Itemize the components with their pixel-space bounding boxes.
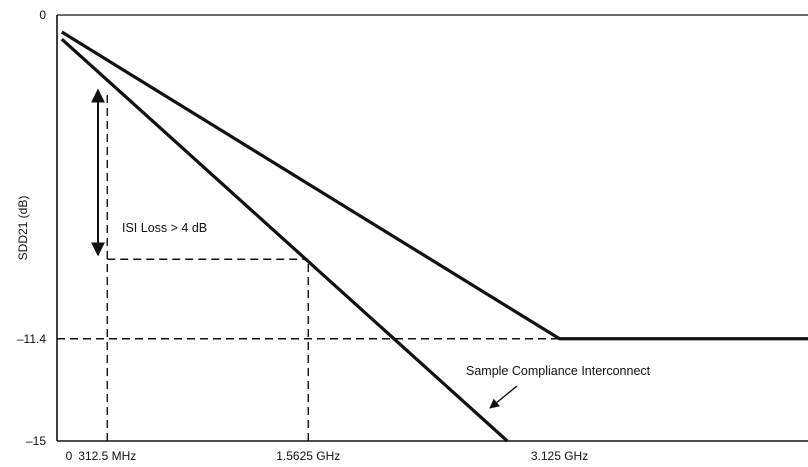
tick-labels: 0 312.5 MHz 1.5625 GHz 3.125 GHz 0 –11.4 –15: [17, 8, 588, 463]
compliance-label: Sample Compliance Interconnect: [466, 364, 651, 378]
x-tick-label-3: 3.125 GHz: [531, 449, 588, 463]
y-tick-label-0: 0: [39, 8, 46, 22]
series-group: [60, 30, 808, 443]
x-tick-label-0: 0: [66, 449, 73, 463]
series-line-1: [60, 37, 509, 443]
reference-lines: [57, 91, 808, 441]
y-tick-label-2: –15: [26, 434, 46, 448]
series-line-0: [60, 30, 808, 341]
x-tick-label-1: 312.5 MHz: [78, 449, 136, 463]
y-axis-title: SDD21 (dB): [16, 196, 30, 261]
isi-loss-label: ISI Loss > 4 dB: [122, 221, 207, 235]
y-tick-label-1: –11.4: [17, 332, 46, 346]
x-tick-label-2: 1.5625 GHz: [276, 449, 340, 463]
compliance-pointer-arrow: [489, 385, 518, 409]
